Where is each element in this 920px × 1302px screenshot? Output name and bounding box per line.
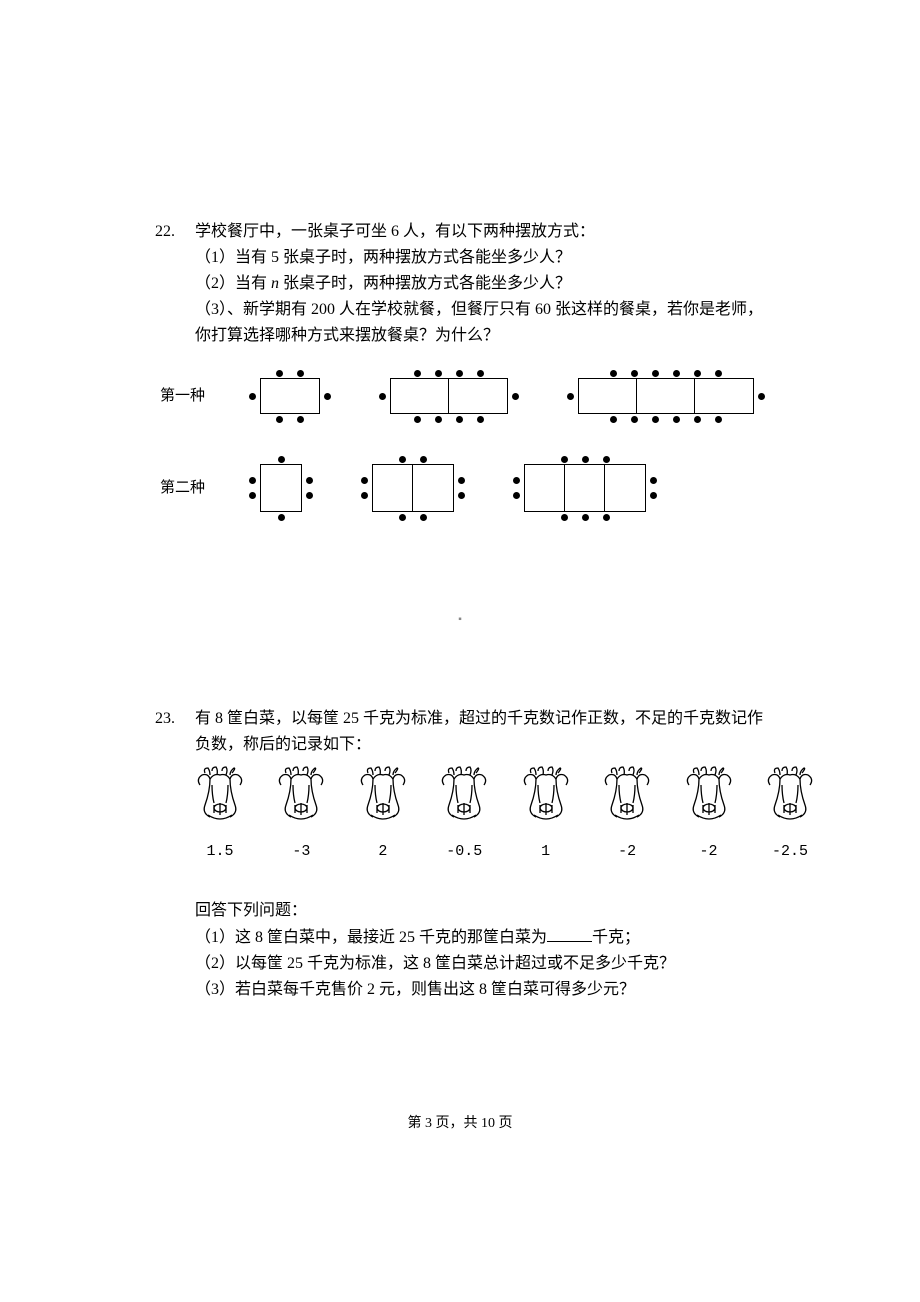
problem-22-stem: 学校餐厅中，一张桌子可坐 6 人，有以下两种摆放方式：: [195, 220, 769, 244]
arrangement-1-label: 第一种: [155, 385, 205, 408]
cabbage-icon: [271, 765, 331, 823]
problem-22-q3b: 你打算选择哪种方式来摆放餐桌？为什么？: [195, 324, 769, 348]
arr2-3table: [509, 454, 661, 522]
arr2-2table: [357, 454, 469, 522]
cabbage-item: -2.5: [755, 765, 825, 864]
problem-23-followup: 回答下列问题： （1）这 8 筐白菜中，最接近 25 千克的那筐白菜为 千克； （…: [195, 899, 825, 1002]
cabbage-row: 1.5 -3 2: [185, 765, 825, 864]
cabbage-icon: [679, 765, 739, 823]
problem-23-number: 23.: [155, 707, 195, 731]
q1-post: 千克；: [592, 929, 640, 946]
problem-23-stem2: 负数，称后的记录如下：: [195, 733, 825, 757]
page-footer: 第 3 页，共 10 页: [0, 1113, 920, 1134]
arrangement-row-2: 第二种: [155, 454, 769, 522]
problem-23-q3: （3）若白菜每千克售价 2 元，则售出这 8 筐白菜可得多少元？: [195, 978, 825, 1002]
cabbage-item: 1.5: [185, 765, 255, 864]
cabbage-value: 1: [541, 841, 550, 864]
cabbage-icon: [516, 765, 576, 823]
problem-23-q1: （1）这 8 筐白菜中，最接近 25 千克的那筐白菜为 千克；: [195, 925, 825, 950]
cabbage-value: -2.5: [772, 841, 808, 864]
center-mark: ▪: [155, 612, 765, 627]
cabbage-icon: [760, 765, 820, 823]
problem-22-q3a: （3）、新学期有 200 人在学校就餐，但餐厅只有 60 张这样的餐桌，若你是老…: [195, 298, 769, 322]
arr1-3table: [563, 368, 769, 424]
page-content: 22. 学校餐厅中，一张桌子可坐 6 人，有以下两种摆放方式： （1）当有 5 …: [0, 0, 920, 1164]
problem-23-stem1: 有 8 筐白菜，以每筐 25 千克为标准，超过的千克数记作正数，不足的千克数记作: [195, 707, 825, 731]
cabbage-icon: [434, 765, 494, 823]
q2-pre: （2）当有: [195, 275, 271, 292]
footer-pre: 第: [408, 1116, 426, 1131]
cabbage-value: -3: [292, 841, 310, 864]
cabbage-item: -2: [674, 765, 744, 864]
footer-mid: 页，共: [432, 1116, 481, 1131]
problem-23-body: 有 8 筐白菜，以每筐 25 千克为标准，超过的千克数记作正数，不足的千克数记作…: [195, 707, 825, 1004]
arr1-1table: [245, 368, 335, 424]
cabbage-value: -2: [700, 841, 718, 864]
arr2-1table: [245, 454, 317, 522]
cabbage-item: -3: [266, 765, 336, 864]
problem-22-header: 22. 学校餐厅中，一张桌子可坐 6 人，有以下两种摆放方式： （1）当有 5 …: [155, 220, 765, 552]
cabbage-item: -0.5: [429, 765, 499, 864]
q1-pre: （1）这 8 筐白菜中，最接近 25 千克的那筐白菜为: [195, 929, 547, 946]
fill-blank[interactable]: [547, 925, 592, 942]
q2-var: n: [271, 275, 279, 292]
cabbage-value: -0.5: [446, 841, 482, 864]
problem-22-q2: （2）当有 n 张桌子时，两种摆放方式各能坐多少人？: [195, 272, 769, 296]
cabbage-item: 1: [511, 765, 581, 864]
cabbage-value: 2: [378, 841, 387, 864]
problem-22-body: 学校餐厅中，一张桌子可坐 6 人，有以下两种摆放方式： （1）当有 5 张桌子时…: [195, 220, 769, 552]
problem-22-diagrams: 第一种: [155, 368, 769, 522]
cabbage-item: -2: [592, 765, 662, 864]
cabbage-icon: [353, 765, 413, 823]
cabbage-value: 1.5: [206, 841, 233, 864]
arr1-2table: [375, 368, 523, 424]
problem-23-header: 23. 有 8 筐白菜，以每筐 25 千克为标准，超过的千克数记作正数，不足的千…: [155, 707, 765, 1004]
footer-post: 页: [495, 1116, 513, 1131]
cabbage-icon: [597, 765, 657, 823]
problem-22: 22. 学校餐厅中，一张桌子可坐 6 人，有以下两种摆放方式： （1）当有 5 …: [155, 220, 765, 552]
problem-22-q1: （1）当有 5 张桌子时，两种摆放方式各能坐多少人？: [195, 246, 769, 270]
footer-total: 10: [481, 1116, 495, 1131]
footer-current: 3: [425, 1116, 432, 1131]
problem-22-number: 22.: [155, 220, 195, 244]
problem-23-q2: （2）以每筐 25 千克为标准，这 8 筐白菜总计超过或不足多少千克？: [195, 952, 825, 976]
arrangement-2-label: 第二种: [155, 477, 205, 500]
followup-label: 回答下列问题：: [195, 899, 825, 923]
arrangement-row-1: 第一种: [155, 368, 769, 424]
problem-23: 23. 有 8 筐白菜，以每筐 25 千克为标准，超过的千克数记作正数，不足的千…: [155, 707, 765, 1004]
cabbage-item: 2: [348, 765, 418, 864]
cabbage-value: -2: [618, 841, 636, 864]
q2-post: 张桌子时，两种摆放方式各能坐多少人？: [279, 275, 571, 292]
cabbage-icon: [190, 765, 250, 823]
